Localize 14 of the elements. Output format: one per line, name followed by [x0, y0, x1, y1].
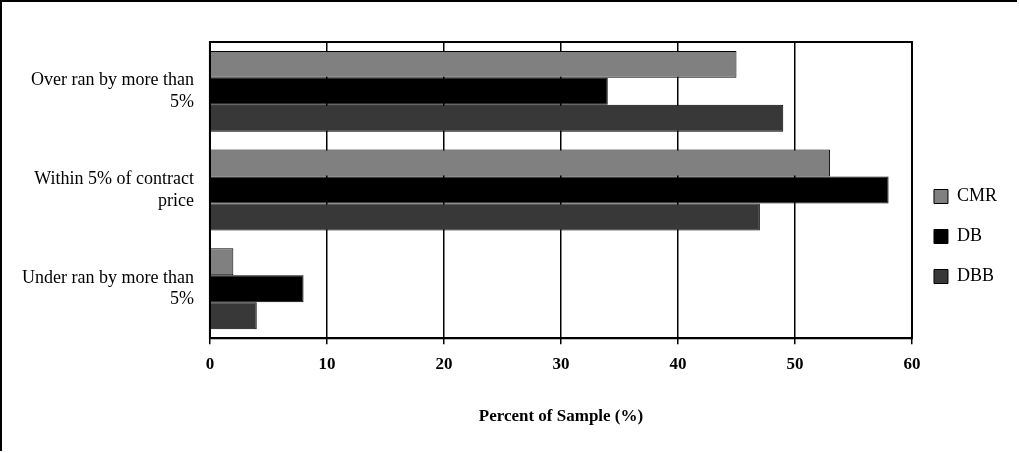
y-tick-label: Over ran by more than 5%	[30, 69, 194, 111]
x-tick-label: 40	[669, 353, 687, 373]
x-tick-label: 50	[786, 353, 804, 373]
x-tick-label: 60	[903, 353, 921, 373]
legend-label: CMR	[956, 185, 998, 206]
x-tick-label: 10	[318, 353, 336, 373]
x-tick-label: 0	[205, 353, 215, 373]
x-tick-label: 20	[435, 353, 453, 373]
y-tick-label: Under ran by more than 5%	[21, 266, 194, 309]
x-axis-title: Percent of Sample (%)	[478, 406, 644, 426]
legend-label: DBB	[956, 265, 994, 286]
x-tick-label: 30	[552, 353, 570, 373]
y-tick-label: Within 5% of contract price	[34, 168, 194, 210]
legend-label: DB	[956, 225, 982, 246]
